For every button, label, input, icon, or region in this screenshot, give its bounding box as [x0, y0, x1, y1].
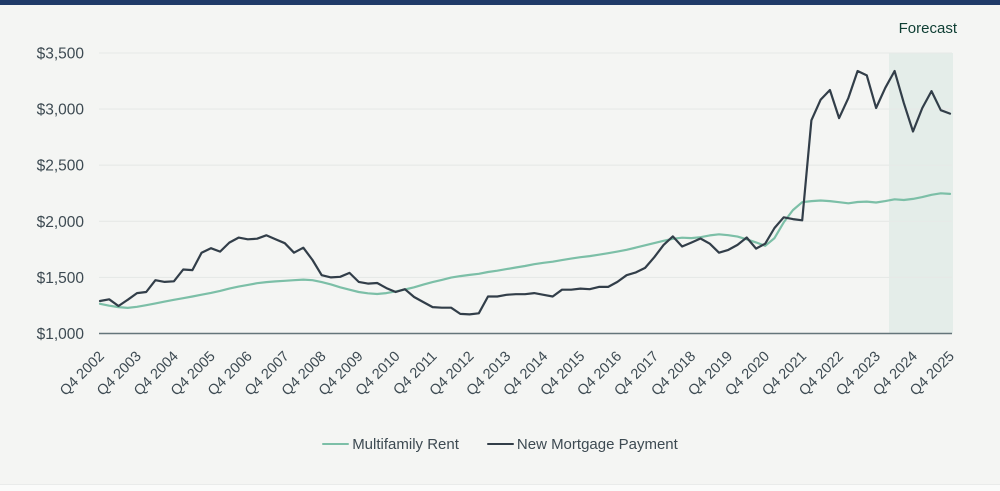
legend-label-new-mortgage-payment: New Mortgage Payment [516, 435, 678, 453]
legend-label-multifamily-rent: Multifamily Rent [352, 435, 459, 453]
y-axis-tick-label: $2,500 [37, 158, 85, 175]
y-axis-tick-label: $2,000 [37, 214, 85, 231]
forecast-label: Forecast [898, 20, 957, 37]
new-mortgage-payment-line-swatch [486, 442, 514, 446]
legend-item-multifamily-rent[interactable]: Multifamily Rent [322, 436, 459, 453]
y-axis-tick-label: $3,500 [37, 46, 85, 63]
top-accent-bar [0, 0, 1000, 5]
bottom-edge-strip [0, 484, 1000, 491]
chart-legend: Multifamily Rent New Mortgage Payment [0, 433, 1000, 455]
y-axis-tick-label: $1,000 [37, 326, 85, 343]
multifamily-rent-line [98, 192, 952, 309]
multifamily-rent-line-swatch [322, 442, 350, 446]
new-mortgage-payment-line [98, 69, 952, 316]
y-axis-tick-label: $3,000 [37, 102, 85, 119]
legend-item-new-mortgage-payment[interactable]: New Mortgage Payment [486, 435, 678, 453]
y-axis-tick-label: $1,500 [37, 270, 85, 287]
